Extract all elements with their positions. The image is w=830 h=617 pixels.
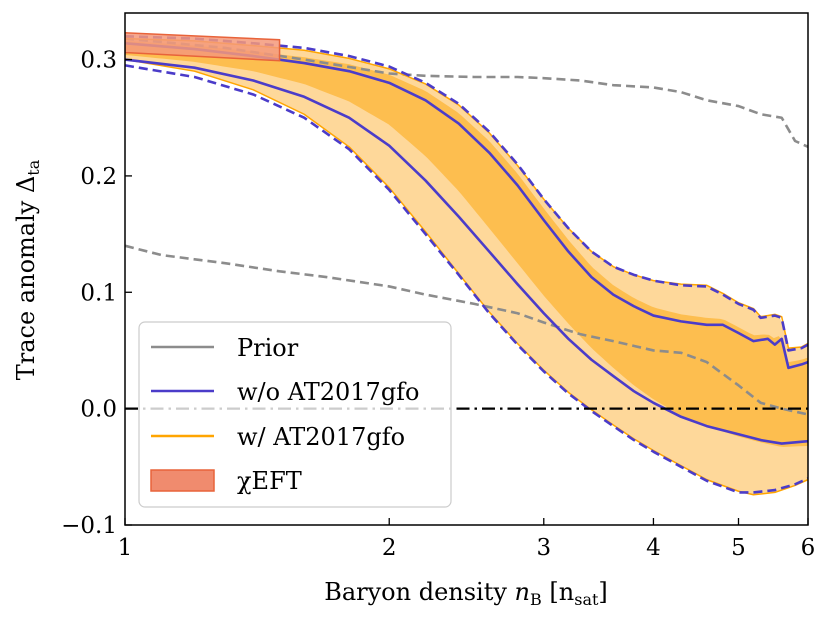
x-tick-label: 3 [536,535,551,561]
legend-label-with-at2017gfo: w/ AT2017gfo [237,423,405,451]
w-o-at2017gfo-50-lower-line [125,58,808,445]
legend-patch-chieft [150,469,215,492]
w-o-at2017gfo-90-upper-line [125,34,808,352]
plot-frame [124,12,809,526]
x-axis-label: Baryon density nB [nsat] [324,578,608,609]
plot-area [125,32,808,496]
y-tick-label: 0.1 [80,280,117,306]
y-tick-label: −0.1 [61,513,117,539]
w-o-at2017gfo-50-upper-line [125,41,808,370]
y-axis-label: Trace anomaly Δta [12,159,43,380]
legend: Prior w/o AT2017gfo w/ AT2017gfo χEFT [138,321,452,508]
prior-upper-line [125,37,808,149]
w-o-at2017gfo-90-lower-line [125,64,808,494]
x-tick-label: 4 [646,535,661,561]
x-tick-label: 6 [801,535,816,561]
legend-label-chieft: χEFT [237,467,302,495]
y-tick-label: 0.3 [80,48,117,74]
x-tick-label: 1 [118,535,133,561]
lines-layer [125,32,808,496]
legend-label-without-at2017gfo: w/o AT2017gfo [237,378,420,406]
legend-box [138,321,452,508]
prior-lower-line [125,244,808,416]
y-tick-label: 0.2 [80,164,117,190]
w-at2017gfo-90-upper-line [125,37,808,349]
x-tick-label: 5 [731,535,746,561]
legend-label-prior: Prior [237,334,299,362]
x-tick-label: 2 [382,535,397,561]
chieft-band [125,32,281,62]
ticks-layer: 1 2 3 4 5 6 −0.1 0.0 0.1 0.2 0.3 [61,48,815,561]
y-tick-label: 0.0 [80,397,117,423]
